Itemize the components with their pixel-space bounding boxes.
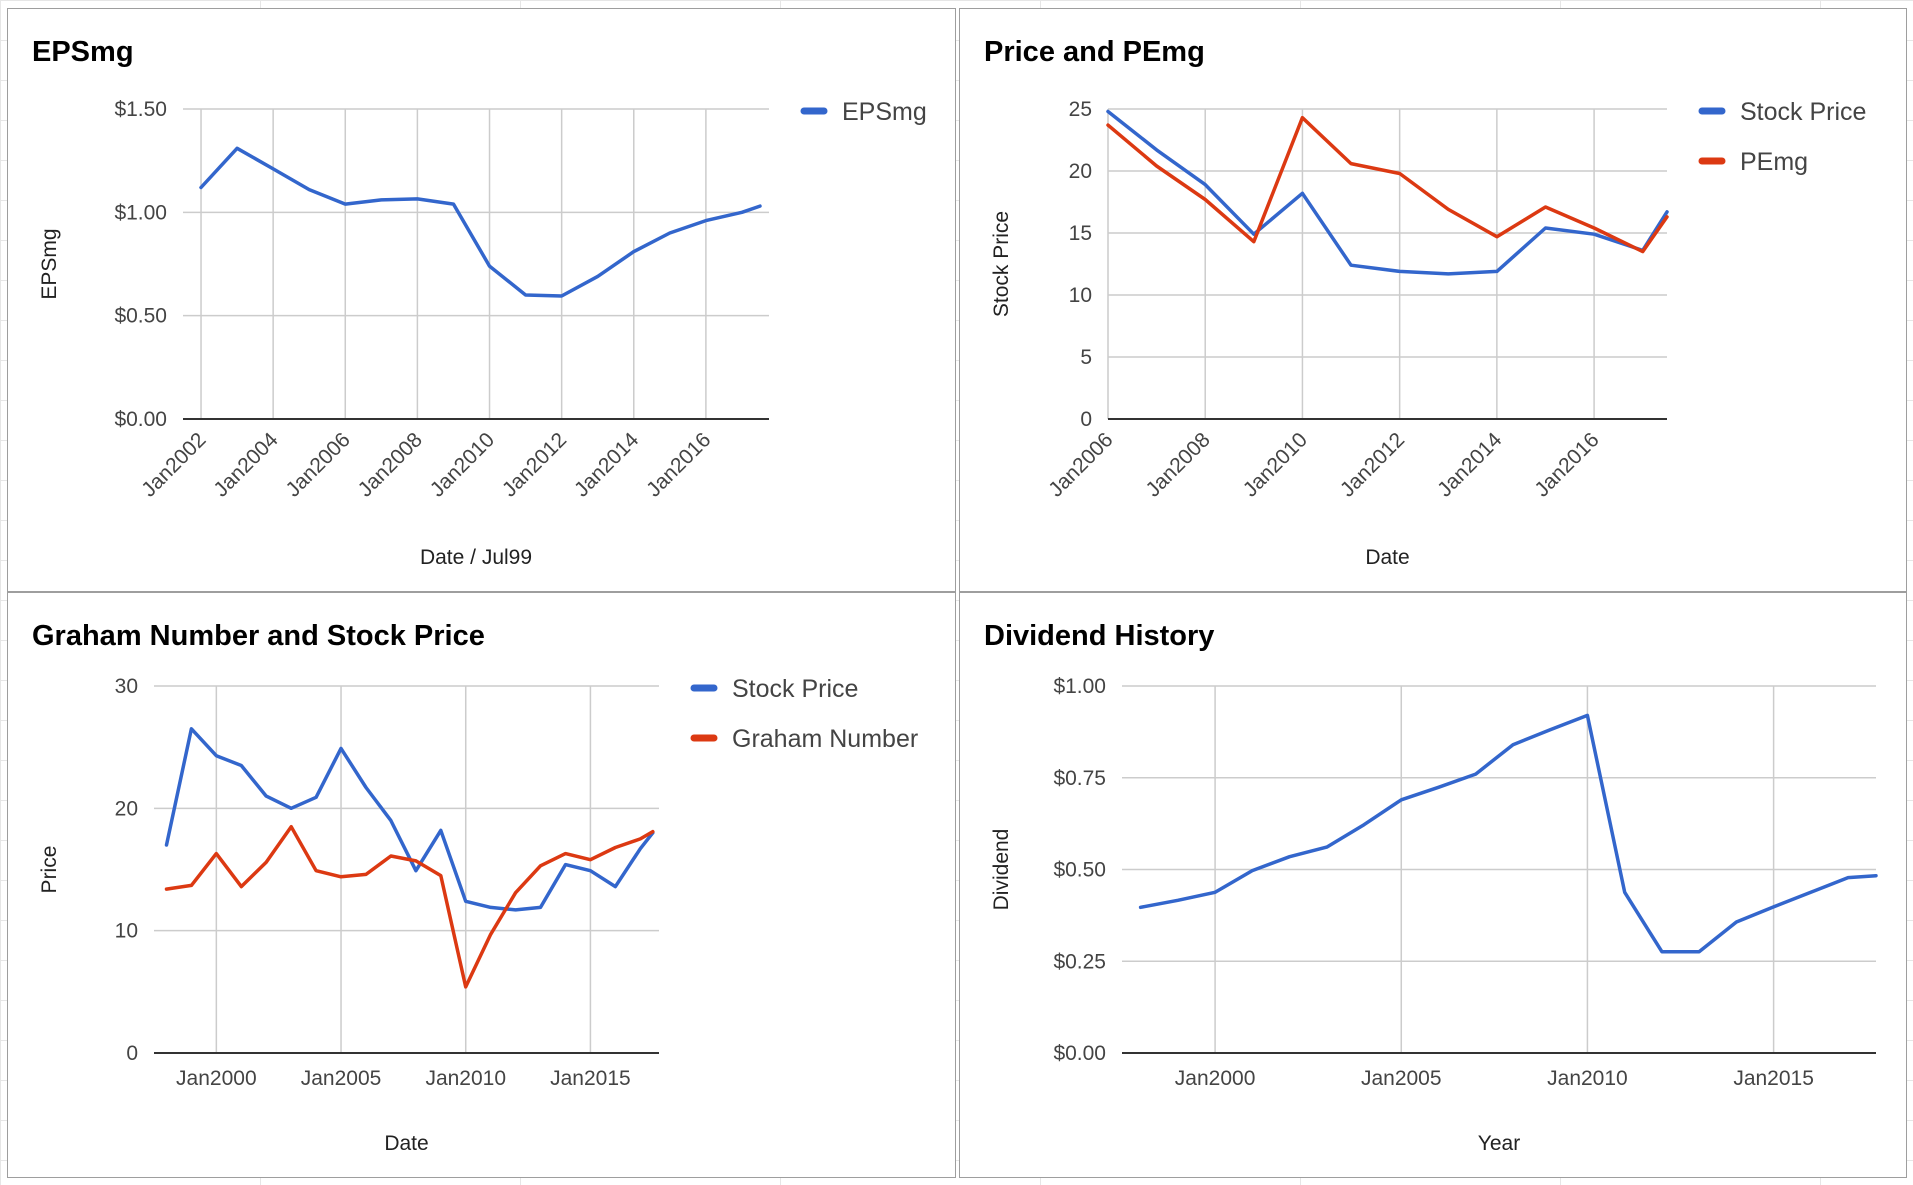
chart-eps-x-tick-label: Jan2002 bbox=[137, 428, 210, 501]
chart-dividend-x-axis-title: Year bbox=[1478, 1132, 1520, 1155]
chart-price-pe-y-tick-label: 25 bbox=[1069, 98, 1092, 121]
chart-graham-y-tick-label: 20 bbox=[115, 797, 138, 820]
chart-price-pe-y-tick-label: 5 bbox=[1080, 346, 1092, 369]
chart-price-pe-x-tick-label: Jan2012 bbox=[1336, 428, 1409, 501]
chart-graham-x-axis-title: Date bbox=[384, 1132, 428, 1155]
chart-eps-title: EPSmg bbox=[32, 36, 134, 68]
chart-price-pe-title: Price and PEmg bbox=[984, 36, 1205, 68]
chart-graham-y-axis-title: Price bbox=[38, 846, 61, 894]
chart-dividend-y-axis-title: Dividend bbox=[990, 829, 1013, 911]
chart-price-pe-x-axis-title: Date bbox=[1365, 546, 1409, 569]
chart-dividend-series-line-1-line bbox=[1138, 713, 1878, 954]
chart-graham-y-tick-label: 30 bbox=[115, 675, 138, 698]
chart-dividend-x-tick-label: Jan2005 bbox=[1361, 1067, 1442, 1090]
chart-dividend-y-tick-label: $0.00 bbox=[1053, 1042, 1106, 1065]
chart-panel-price-and-pemg[interactable]: Price and PEmg 0 5 10 15 20 25 Jan2006 Jan2008 Ja… bbox=[959, 8, 1907, 592]
chart-price-pe-x-tick-label: Jan2006 bbox=[1044, 428, 1117, 501]
chart-price-pe-x-tick-label: Jan2016 bbox=[1530, 428, 1603, 501]
chart-price-pe-legend-label: PEmg bbox=[1740, 148, 1808, 176]
chart-dividend-svg: Dividend History $0.00 $0.25 $0.50 $0.75 $1.0… bbox=[984, 620, 1878, 1155]
chart-epsmg-svg: EPSmg$0.00$0.50$1.00$1.50Jan2002Jan2004J… bbox=[32, 36, 927, 569]
chart-price-pe-x-tick-label: Jan2008 bbox=[1142, 428, 1215, 501]
chart-price-pemg-svg: Price and PEmg 0 5 10 15 20 25 Jan2006 Jan2008 Ja… bbox=[984, 36, 1866, 569]
chart-panel-dividend-history[interactable]: Dividend History $0.00 $0.25 $0.50 $0.75 $1.0… bbox=[959, 592, 1907, 1178]
chart-dividend-title: Dividend History bbox=[984, 620, 1214, 652]
chart-eps-x-axis-title: Date / Jul99 bbox=[420, 546, 532, 569]
chart-dividend-x-tick-label: Jan2010 bbox=[1547, 1067, 1628, 1090]
chart-eps-y-axis-title: EPSmg bbox=[38, 228, 61, 299]
chart-graham-legend-label: Stock Price bbox=[732, 675, 858, 703]
chart-dividend-y-tick-label: $0.25 bbox=[1053, 950, 1106, 973]
chart-price-pe-y-axis-title: Stock Price bbox=[990, 211, 1013, 317]
chart-graham-svg: Graham Number and Stock Price 0 10 20 30 Jan2… bbox=[32, 620, 918, 1155]
chart-eps-x-tick-label: Jan2010 bbox=[426, 428, 499, 501]
chart-eps-x-tick-label: Jan2016 bbox=[642, 428, 715, 501]
chart-graham-series-stock-price-line bbox=[164, 727, 655, 912]
chart-eps-x-tick-label: Jan2014 bbox=[570, 428, 643, 501]
chart-price-pe-x-tick-label: Jan2010 bbox=[1239, 428, 1312, 501]
chart-dividend-y-tick-label: $1.00 bbox=[1053, 675, 1106, 698]
chart-eps-legend-label: EPSmg bbox=[842, 98, 927, 126]
chart-eps-x-tick-label: Jan2004 bbox=[209, 428, 282, 501]
chart-price-pe-x-tick-label: Jan2014 bbox=[1433, 428, 1506, 501]
chart-graham-legend-label: Graham Number bbox=[732, 725, 918, 753]
chart-price-pe-y-tick-label: 15 bbox=[1069, 222, 1092, 245]
chart-graham-x-tick-label: Jan2015 bbox=[550, 1067, 631, 1090]
chart-eps-x-tick-label: Jan2006 bbox=[282, 428, 355, 501]
chart-dividend-x-tick-label: Jan2000 bbox=[1175, 1067, 1256, 1090]
chart-graham-y-tick-label: 10 bbox=[115, 920, 138, 943]
chart-price-pe-legend-label: Stock Price bbox=[1740, 98, 1866, 126]
chart-dividend-x-tick-label: Jan2015 bbox=[1733, 1067, 1814, 1090]
chart-price-pe-series-stock-price-line bbox=[1106, 109, 1669, 276]
chart-price-pe-y-tick-label: 0 bbox=[1080, 408, 1092, 431]
chart-graham-x-tick-label: Jan2000 bbox=[176, 1067, 257, 1090]
chart-graham-y-tick-label: 0 bbox=[126, 1042, 138, 1065]
chart-graham-x-tick-label: Jan2010 bbox=[425, 1067, 506, 1090]
chart-eps-series-epsmg-line bbox=[199, 146, 762, 298]
chart-price-pe-series-pemg-line bbox=[1106, 115, 1669, 254]
chart-eps-y-tick-label: $0.00 bbox=[114, 408, 167, 431]
chart-eps-x-tick-label: Jan2008 bbox=[354, 428, 427, 501]
chart-dividend-y-tick-label: $0.75 bbox=[1053, 767, 1106, 790]
chart-price-pe-y-tick-label: 10 bbox=[1069, 284, 1092, 307]
chart-eps-y-tick-label: $0.50 bbox=[114, 305, 167, 328]
chart-eps-y-tick-label: $1.00 bbox=[114, 201, 167, 224]
chart-panel-graham-number[interactable]: Graham Number and Stock Price 0 10 20 30 Jan2… bbox=[7, 592, 956, 1178]
chart-panel-epsmg[interactable]: EPSmg $0.00 $0.50 $1.00 $1.50 Jan2002 Jan2004 J… bbox=[7, 8, 956, 592]
chart-eps-x-tick-label: Jan2012 bbox=[498, 428, 571, 501]
chart-dividend-y-tick-label: $0.50 bbox=[1053, 859, 1106, 882]
chart-graham-title: Graham Number and Stock Price bbox=[32, 620, 485, 652]
chart-graham-x-tick-label: Jan2005 bbox=[301, 1067, 382, 1090]
chart-eps-y-tick-label: $1.50 bbox=[114, 98, 167, 121]
chart-price-pe-y-tick-label: 20 bbox=[1069, 160, 1092, 183]
chart-graham-series-graham-number-line bbox=[164, 824, 655, 989]
